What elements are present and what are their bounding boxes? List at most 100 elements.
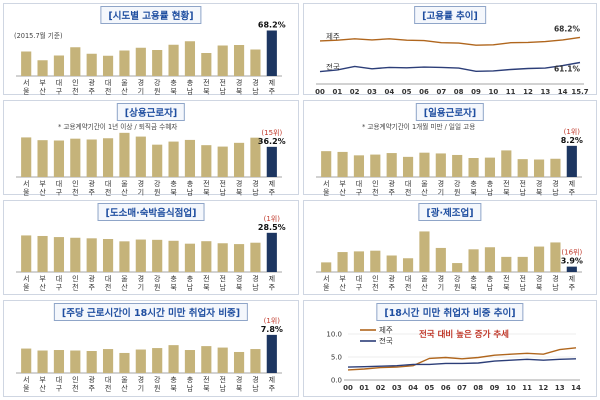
x-tick-label: 11 [522, 384, 532, 392]
category-label: 충 [187, 375, 194, 384]
category-label: 구 [56, 385, 63, 393]
category-label: 경 [438, 274, 444, 283]
bar [533, 159, 545, 177]
category-label: 북 [170, 284, 177, 292]
category-label: 북 [203, 385, 210, 393]
category-label: 울 [23, 284, 30, 292]
category-label: 산 [39, 87, 46, 96]
x-tick-label: 12 [523, 88, 533, 96]
bar [70, 237, 81, 272]
category-label: 제 [269, 275, 275, 283]
category-label: 산 [39, 188, 46, 197]
x-tick-label: 10 [488, 88, 498, 96]
category-label: 전 [405, 283, 411, 292]
category-label: 원 [154, 188, 160, 197]
panel-title: [시도별 고용률 현황] [100, 6, 202, 24]
category-label: 남 [219, 283, 226, 292]
category-label: 울 [23, 189, 30, 197]
category-label: 구 [356, 284, 363, 292]
bar [86, 53, 97, 76]
x-tick-label: 07 [436, 88, 446, 96]
legend-label-jeju: 제주 [379, 326, 393, 335]
bar [53, 55, 65, 76]
bar [102, 55, 114, 76]
category-label: 제 [269, 180, 275, 188]
bar [435, 153, 446, 177]
category-label: 인 [72, 78, 78, 87]
bar [135, 136, 146, 177]
x-tick-label: 05 [402, 88, 412, 96]
rank-label: (15위) [261, 129, 282, 137]
category-label: 전 [203, 179, 209, 188]
category-label: 경 [138, 375, 144, 384]
category-label: 기 [138, 283, 144, 292]
bar [53, 237, 65, 272]
bar-chart: 서울부산대구인천광주대전울산경기강원충북충남전북전남경북경남제주3.9%(16위… [316, 231, 583, 292]
category-label: 북 [203, 284, 210, 292]
bar [435, 247, 446, 272]
bar [119, 132, 130, 177]
category-label: 경 [438, 179, 444, 188]
bar-highlight [566, 145, 577, 177]
bar [168, 44, 179, 76]
bar [484, 247, 496, 272]
category-label: 주 [569, 284, 576, 292]
category-label: 광 [88, 79, 95, 87]
category-label: 산 [339, 188, 346, 197]
category-label: 남 [519, 283, 526, 292]
panel-title: [주당 근로시간이 18시간 미만 취업자 비중] [53, 303, 249, 321]
bar [53, 350, 65, 373]
category-label: 충 [487, 179, 494, 188]
category-label: 경 [252, 375, 258, 384]
bar [468, 249, 479, 272]
bar-highlight [266, 334, 277, 373]
category-label: 남 [252, 384, 259, 393]
category-label: 전 [503, 179, 509, 188]
category-label: 주 [269, 189, 276, 197]
bar [102, 138, 114, 177]
bar [501, 256, 512, 272]
category-label: 대 [105, 79, 111, 87]
category-label: 서 [23, 274, 29, 283]
bar [419, 231, 430, 272]
category-label: 산 [121, 384, 128, 393]
bar [217, 347, 228, 373]
category-label: 대 [405, 180, 411, 188]
x-tick-label: 07 [457, 384, 467, 392]
x-tick-label: 01 [332, 88, 342, 96]
category-label: 경 [536, 274, 542, 283]
category-label: 전 [405, 188, 411, 197]
category-label: 남 [219, 87, 226, 96]
x-tick-label: 11 [506, 88, 516, 96]
category-label: 주 [88, 385, 95, 393]
bar [233, 244, 245, 272]
category-label: 기 [138, 87, 144, 96]
category-label: 산 [121, 283, 128, 292]
bar [70, 138, 81, 177]
category-label: 대 [405, 275, 411, 283]
note-definition: * 고용계약기간이 1년 이상 / 퇴직금 수혜자 [58, 123, 178, 131]
bar [452, 263, 463, 272]
category-label: 천 [372, 283, 378, 292]
bar [501, 150, 512, 177]
series-line-jeju [347, 347, 577, 371]
category-label: 대 [356, 180, 362, 188]
bar [86, 351, 97, 373]
panel-title: [18시간 미만 취업자 비중 추이] [376, 303, 524, 321]
category-label: 원 [154, 384, 160, 393]
x-tick-label: 08 [473, 384, 483, 392]
category-label: 북 [203, 189, 210, 197]
category-label: 대 [56, 376, 62, 384]
category-label: 북 [503, 284, 510, 292]
highlight-value-label: 28.5% [258, 223, 286, 232]
panel-title: [도소매·숙박음식점업] [97, 203, 205, 221]
bar [533, 246, 545, 272]
bar [321, 151, 332, 177]
category-label: 산 [121, 188, 128, 197]
